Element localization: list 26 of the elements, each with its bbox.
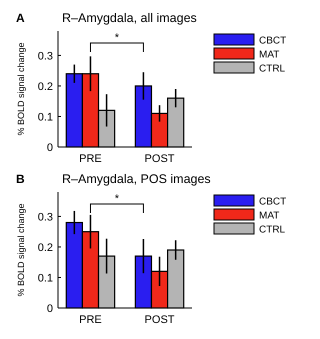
legend-label: CBCT	[259, 36, 286, 46]
chart-title: R–Amygdala, POS images	[62, 172, 211, 186]
y-tick-label: 0.3	[38, 50, 53, 62]
legend-label: CBCT	[259, 196, 286, 208]
y-tick-label: 0.2	[38, 80, 53, 93]
x-tick-label: PRE	[79, 153, 102, 165]
y-tick-label: 0	[46, 142, 53, 154]
y-axis-title: % BOLD signal change	[16, 203, 26, 297]
chart-title: R–Amygdala, all images	[62, 11, 197, 25]
y-tick-label: 0.2	[38, 242, 53, 254]
legend-label: CTRL	[259, 224, 286, 236]
legend-label: MAT	[259, 210, 280, 222]
y-tick-label: 0.3	[38, 211, 53, 224]
legend-label: CTRL	[259, 64, 286, 74]
y-tick-label: 0	[46, 302, 53, 315]
x-tick-label: PRE	[79, 314, 102, 326]
annotation: *	[114, 32, 120, 44]
legend-label: MAT	[259, 50, 280, 60]
annotation: *	[114, 193, 120, 205]
x-tick-label: POST	[144, 314, 175, 326]
y-tick-label: 0.1	[38, 111, 53, 124]
y-tick-label: 0.1	[38, 272, 53, 284]
text: A	[16, 11, 25, 25]
text: B	[16, 172, 25, 186]
x-tick-label: POST	[144, 153, 175, 165]
y-axis-title: % BOLD signal change	[16, 42, 26, 136]
